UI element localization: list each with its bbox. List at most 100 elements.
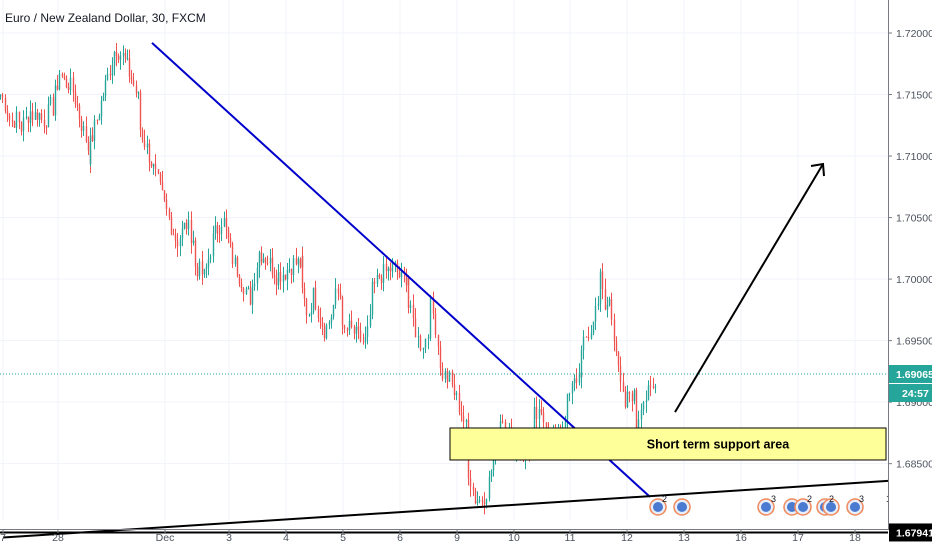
candle-body (501, 421, 504, 423)
candle-body (453, 384, 456, 395)
candle-body (52, 97, 55, 116)
candle-body (380, 277, 383, 283)
candle-body (635, 405, 638, 433)
x-tick-label: 10 (508, 532, 520, 544)
candle-body (617, 359, 620, 366)
candle-body (8, 115, 11, 120)
candle-body (462, 416, 465, 423)
candle-body (407, 277, 410, 309)
candle-body (446, 370, 449, 382)
candle-body (154, 163, 157, 170)
candle-body (290, 269, 293, 275)
trendline[interactable] (151, 42, 651, 498)
candle-body (483, 502, 486, 504)
support-area-box[interactable] (449, 427, 887, 461)
last-price-tag[interactable] (889, 365, 932, 383)
candle-body (441, 368, 444, 379)
candle-body (585, 336, 588, 338)
candle-body (385, 264, 388, 272)
event-count: 2 (807, 494, 812, 504)
candle-body (633, 389, 636, 402)
candle-body (568, 393, 571, 395)
candle-body (117, 56, 120, 60)
x-tick-label: 9 (454, 532, 460, 544)
candle-body (124, 53, 127, 59)
trendline[interactable] (2, 479, 889, 539)
low-price-tag[interactable] (889, 523, 932, 542)
candle-body (205, 266, 208, 269)
candle-body (170, 217, 173, 235)
annotation-layer[interactable]: Short term support area (0, 42, 889, 539)
candle-body (341, 305, 344, 326)
candle-body (434, 313, 437, 336)
candle-body (13, 121, 16, 128)
y-tick-label: 1.70500 (896, 213, 932, 225)
arrow-line[interactable] (674, 163, 824, 413)
candle-body (87, 141, 90, 151)
y-tick-label: 1.71500 (896, 90, 932, 102)
candle-body (310, 312, 313, 316)
candle-body (409, 304, 412, 309)
candle-body (604, 289, 607, 310)
candle-body (63, 76, 66, 79)
candle-body (18, 111, 21, 123)
candle-body (427, 337, 430, 339)
event-globe-icon (826, 502, 836, 512)
candle-body (303, 288, 306, 299)
candle-body (472, 486, 475, 491)
candle-body (599, 271, 602, 290)
candle-body (181, 228, 184, 239)
candle-body (36, 112, 39, 120)
candle-body (325, 324, 328, 339)
candle-body (297, 259, 300, 265)
candle-body (474, 490, 477, 504)
y-tick-label: 1.72000 (896, 28, 932, 40)
candle-body (319, 317, 322, 323)
candle-body (538, 408, 541, 420)
candle-body (542, 412, 545, 423)
candle-body (130, 76, 133, 81)
candle-body (4, 97, 7, 111)
candle-body (622, 381, 625, 392)
x-tick-label: 5 (340, 532, 346, 544)
candle-body (20, 122, 23, 131)
candle-body (152, 163, 155, 167)
candle-body (196, 266, 199, 277)
candle-body (314, 287, 317, 310)
candle-body (203, 268, 206, 275)
candle-body (43, 119, 46, 127)
candle-body (575, 378, 578, 383)
candle-body (11, 119, 14, 122)
candle-body (141, 130, 144, 141)
last-price-value: 1.69065 (896, 369, 932, 381)
candle-body (104, 80, 107, 97)
x-tick-label: 13 (678, 532, 690, 544)
candle-body (89, 135, 92, 165)
x-tick-label: 7 (0, 532, 6, 544)
candle-body (564, 419, 567, 428)
candle-body (174, 234, 177, 241)
candle-body (148, 143, 151, 163)
event-count: 3 (859, 494, 864, 504)
candle-body (93, 120, 96, 141)
candle-body (405, 273, 408, 286)
event-count: 2 (662, 494, 667, 504)
event-globe-icon (677, 502, 687, 512)
candle-body (135, 85, 138, 94)
candle-body (240, 283, 243, 289)
candle-body (269, 257, 272, 264)
candle-body (61, 73, 64, 77)
candle-body (137, 92, 140, 94)
candle-body (231, 243, 234, 265)
candle-body (422, 347, 425, 351)
candle-body (253, 283, 256, 287)
candle-body (40, 113, 43, 120)
candle-body (207, 259, 210, 267)
candle-body (355, 326, 358, 334)
candle-body (400, 271, 403, 278)
candle-body (54, 85, 57, 112)
candle-body (597, 303, 600, 307)
